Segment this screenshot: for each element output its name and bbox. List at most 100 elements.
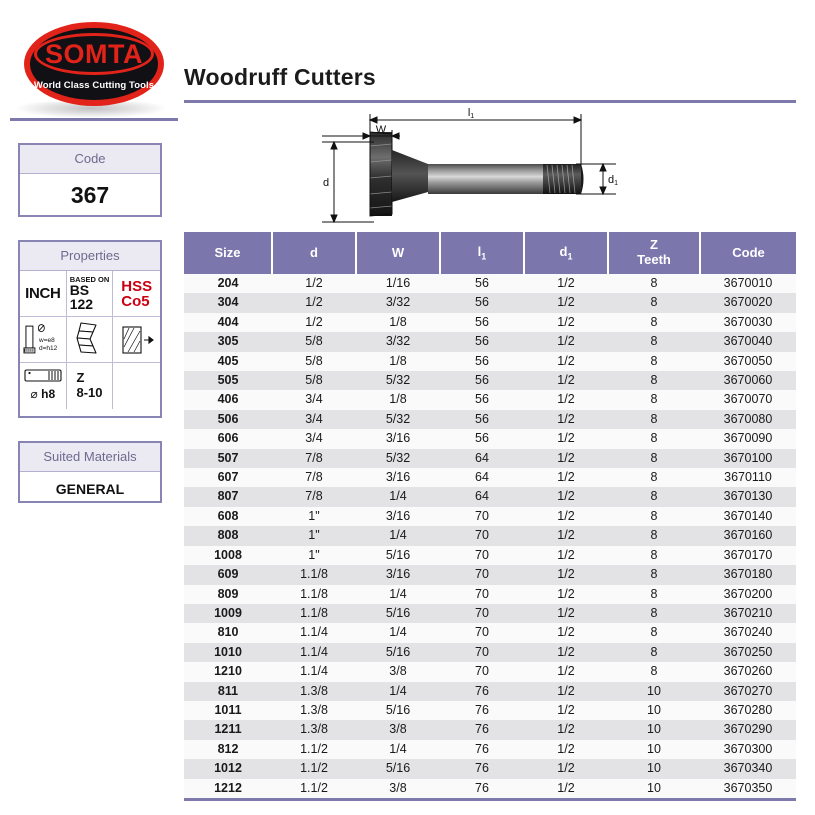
table-row[interactable]: 204 1/2 1/16 56 1/2 8 3670010 xyxy=(184,274,796,294)
table-row[interactable]: 607 7/8 3/16 64 1/2 8 3670110 xyxy=(184,468,796,488)
cell-d: 7/8 xyxy=(305,489,323,504)
column-header-size[interactable]: Size xyxy=(184,232,273,274)
suited-materials-panel: Suited Materials GENERAL xyxy=(18,441,162,503)
cell-size: 507 xyxy=(217,450,239,465)
cell-code: 3670030 xyxy=(723,314,773,329)
material-grade-line2: Co5 xyxy=(121,292,150,310)
table-row[interactable]: 812 1.1/2 1/4 76 1/2 10 3670300 xyxy=(184,739,796,760)
table-row[interactable]: 404 1/2 1/8 56 1/2 8 3670030 xyxy=(184,312,796,333)
cell-d1: 1/2 xyxy=(557,741,575,756)
cell-w: 1/4 xyxy=(389,683,407,698)
table-row[interactable]: 1012 1.1/2 5/16 76 1/2 10 3670340 xyxy=(184,759,796,779)
table-row[interactable]: 405 5/8 1/8 56 1/2 8 3670050 xyxy=(184,351,796,372)
table-row[interactable]: 811 1.3/8 1/4 76 1/2 10 3670270 xyxy=(184,681,796,701)
cell-l1: 70 xyxy=(475,528,489,543)
unit-label: INCH xyxy=(25,285,61,302)
table-row[interactable]: 304 1/2 3/32 56 1/2 8 3670020 xyxy=(184,293,796,313)
table-row[interactable]: 606 3/4 3/16 56 1/2 8 3670090 xyxy=(184,429,796,449)
cell-w: 5/16 xyxy=(385,605,411,620)
cell-l1: 56 xyxy=(475,411,489,426)
table-row[interactable]: 505 5/8 5/32 56 1/2 8 3670060 xyxy=(184,371,796,391)
table-row[interactable]: 608 1" 3/16 70 1/2 8 3670140 xyxy=(184,506,796,527)
cell-d1: 1/2 xyxy=(557,411,575,426)
cell-l1: 70 xyxy=(475,567,489,582)
table-row[interactable]: 507 7/8 5/32 64 1/2 8 3670100 xyxy=(184,448,796,469)
cell-d: 5/8 xyxy=(305,353,323,368)
cell-code: 3670060 xyxy=(723,373,773,388)
table-row[interactable]: 506 3/4 5/32 56 1/2 8 3670080 xyxy=(184,409,796,430)
column-header-d1[interactable]: d1 xyxy=(524,232,609,274)
cell-size: 609 xyxy=(217,567,239,582)
cell-d: 1.1/8 xyxy=(300,605,328,620)
cell-w: 1/4 xyxy=(389,586,407,601)
cell-size: 1012 xyxy=(214,761,242,776)
cell-d: 1/2 xyxy=(305,276,323,290)
table-row[interactable]: 1212 1.1/2 3/8 76 1/2 10 3670350 xyxy=(184,778,796,798)
standard-line2: 122 xyxy=(69,296,94,313)
table-row[interactable]: 1011 1.3/8 5/16 76 1/2 10 3670280 xyxy=(184,700,796,721)
cell-d1: 1/2 xyxy=(557,780,575,795)
table-row[interactable]: 1010 1.1/4 5/16 70 1/2 8 3670250 xyxy=(184,642,796,663)
property-teeth-count: Z 8-10 xyxy=(67,363,114,409)
table-row[interactable]: 609 1.1/8 3/16 70 1/2 8 3670180 xyxy=(184,565,796,585)
cell-d: 1.1/4 xyxy=(300,625,328,640)
cell-l1: 70 xyxy=(475,508,489,523)
cell-d1: 1/2 xyxy=(557,295,575,310)
cell-z: 10 xyxy=(647,741,661,756)
table-row[interactable]: 305 5/8 3/32 56 1/2 8 3670040 xyxy=(184,332,796,352)
cell-code: 3670010 xyxy=(723,276,773,290)
specification-table: Size d W l1 d1 Z Teeth Code 204 1/2 1/16 56 1… xyxy=(184,232,796,798)
table-row[interactable]: 810 1.1/4 1/4 70 1/2 8 3670240 xyxy=(184,623,796,643)
cell-d: 1" xyxy=(308,547,320,562)
cell-l1: 76 xyxy=(475,761,489,776)
cell-w: 3/32 xyxy=(385,334,411,349)
table-row[interactable]: 808 1" 1/4 70 1/2 8 3670160 xyxy=(184,526,796,546)
cell-size: 1008 xyxy=(214,547,242,562)
cell-l1: 76 xyxy=(475,722,489,737)
cell-w: 1/4 xyxy=(389,528,407,543)
cell-size: 505 xyxy=(217,373,239,388)
cell-l1: 64 xyxy=(475,450,489,465)
cell-d1: 1/2 xyxy=(557,683,575,698)
cell-z: 8 xyxy=(650,276,658,290)
column-header-code[interactable]: Code xyxy=(700,232,796,274)
cell-d1: 1/2 xyxy=(557,489,575,504)
property-material-grade: HSS Co5 xyxy=(113,271,160,317)
dimension-d xyxy=(322,140,374,224)
table-row[interactable]: 1008 1" 5/16 70 1/2 8 3670170 xyxy=(184,545,796,566)
column-header-d[interactable]: d xyxy=(272,232,357,274)
cell-size: 1009 xyxy=(214,605,242,620)
column-header-l1[interactable]: l1 xyxy=(440,232,525,274)
cell-l1: 70 xyxy=(475,605,489,620)
cell-code: 3670260 xyxy=(723,664,773,679)
table-header: Size d W l1 d1 Z Teeth Code xyxy=(184,232,796,274)
cell-l1: 56 xyxy=(475,353,489,368)
dimension-label-l1: l1 xyxy=(468,107,474,120)
table-row[interactable]: 809 1.1/8 1/4 70 1/2 8 3670200 xyxy=(184,584,796,604)
table-row[interactable]: 406 3/4 1/8 56 1/2 8 3670070 xyxy=(184,390,796,410)
cell-size: 808 xyxy=(217,528,239,543)
cell-w: 1/16 xyxy=(385,276,411,290)
table-row[interactable]: 1009 1.1/8 5/16 70 1/2 8 3670210 xyxy=(184,603,796,624)
cell-d: 7/8 xyxy=(305,470,323,485)
cell-code: 3670040 xyxy=(723,334,773,349)
column-header-teeth[interactable]: Z Teeth xyxy=(608,232,701,274)
cell-d1: 1/2 xyxy=(557,276,575,290)
table-row[interactable]: 1211 1.3/8 3/8 76 1/2 10 3670290 xyxy=(184,720,796,740)
cutter-body xyxy=(369,131,584,217)
table-row[interactable]: 1210 1.1/4 3/8 70 1/2 8 3670260 xyxy=(184,662,796,682)
cell-l1: 56 xyxy=(475,334,489,349)
cell-d1: 1/2 xyxy=(557,373,575,388)
cell-l1: 70 xyxy=(475,664,489,679)
cell-w: 5/32 xyxy=(385,450,411,465)
logo-shadow xyxy=(16,102,166,118)
column-header-w[interactable]: W xyxy=(356,232,441,274)
cell-size: 305 xyxy=(217,334,239,349)
cell-d: 1.1/8 xyxy=(300,586,328,601)
table-row[interactable]: 807 7/8 1/4 64 1/2 8 3670130 xyxy=(184,487,796,507)
teeth-symbol: Z xyxy=(76,370,85,386)
cell-code: 3670250 xyxy=(723,644,773,659)
cell-z: 8 xyxy=(650,625,658,640)
cell-z: 8 xyxy=(650,314,658,329)
cell-z: 8 xyxy=(650,373,658,388)
